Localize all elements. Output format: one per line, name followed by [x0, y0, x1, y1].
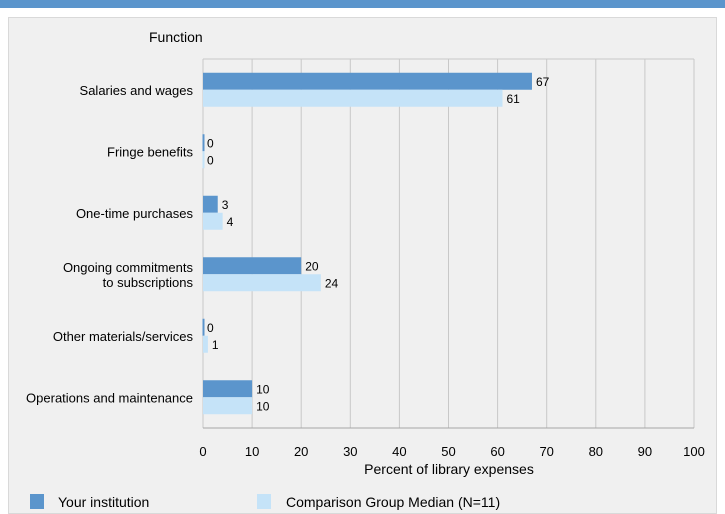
data-label: 1	[212, 338, 219, 352]
bar-comparison-median	[203, 274, 321, 292]
category-label: One-time purchases	[76, 206, 194, 221]
legend-swatch-your-institution	[30, 494, 44, 509]
bar-comparison-median	[203, 89, 503, 107]
legend-label-comparison-median: Comparison Group Median (N=11)	[286, 494, 500, 510]
legend-swatch-comparison-median	[257, 494, 271, 509]
data-label: 4	[227, 215, 234, 229]
bar-your-institution	[203, 257, 302, 275]
x-tick-label: 80	[589, 444, 603, 459]
x-tick-label: 40	[392, 444, 406, 459]
bars: 67 61 0 0 3 4 20 24 0 1 10 10	[202, 72, 550, 415]
x-tick-label: 30	[343, 444, 357, 459]
x-axis-title: Percent of library expenses	[364, 461, 534, 477]
x-tick-label: 70	[539, 444, 553, 459]
data-label: 3	[222, 198, 229, 212]
data-label: 10	[256, 399, 270, 413]
grid-lines	[202, 58, 695, 429]
bar-your-institution	[203, 72, 532, 90]
x-tick-label: 90	[638, 444, 652, 459]
bar-your-institution	[203, 380, 253, 398]
category-label: to subscriptions	[103, 275, 194, 290]
category-labels: Salaries and wages Fringe benefits One-tim…	[26, 83, 193, 406]
legend: Your institution Comparison Group Median…	[30, 494, 500, 510]
x-tick-label: 100	[683, 444, 705, 459]
data-label: 10	[256, 382, 270, 396]
category-label: Other materials/services	[53, 329, 194, 344]
data-label: 24	[325, 276, 339, 290]
data-label: 20	[305, 259, 319, 273]
x-tick-label: 60	[490, 444, 504, 459]
category-label: Salaries and wages	[80, 83, 194, 98]
x-tick-labels: 0 10 20 30 40 50 60 70 80 90 100	[199, 444, 704, 459]
x-tick-label: 10	[245, 444, 259, 459]
x-tick-label: 0	[199, 444, 206, 459]
x-tick-label: 50	[441, 444, 455, 459]
y-axis-title: Function	[149, 29, 203, 45]
bar-your-institution	[203, 195, 218, 213]
bar-comparison-median	[203, 397, 253, 415]
category-label: Ongoing commitments	[63, 260, 194, 275]
category-label: Operations and maintenance	[26, 390, 193, 405]
data-label: 0	[207, 321, 214, 335]
data-label: 61	[507, 92, 521, 106]
data-label: 67	[536, 75, 550, 89]
bar-comparison-median	[203, 212, 223, 230]
data-label: 0	[207, 153, 214, 167]
data-label: 0	[207, 136, 214, 150]
category-label: Fringe benefits	[107, 144, 193, 159]
bar-comparison-median	[203, 335, 208, 353]
x-tick-label: 20	[294, 444, 308, 459]
header-accent-bar	[0, 0, 725, 8]
legend-label-your-institution: Your institution	[58, 494, 149, 510]
